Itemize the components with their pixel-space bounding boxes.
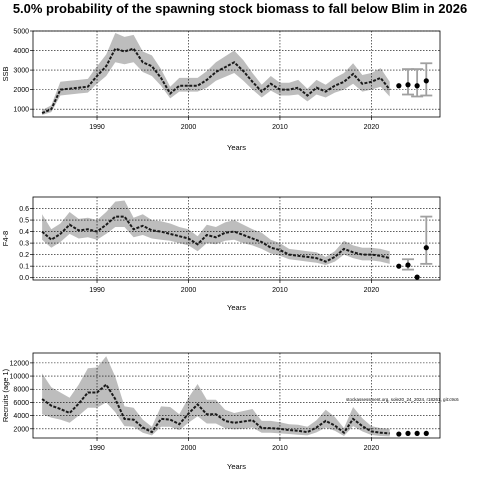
panel3-x-tick-label-2020: 2020 [364, 445, 380, 452]
panel3-plot-frame [32, 352, 441, 439]
panel2-plot-frame [32, 196, 441, 281]
panel1-forecast-point-2023 [396, 83, 402, 89]
panel3-confidence-band [42, 356, 390, 437]
panel3-y-axis-label: Recruits (age 1) [1, 368, 10, 422]
panel2-forecast-point-2025 [414, 274, 420, 280]
panel2-x-tick-label-2010: 2010 [272, 287, 288, 294]
panel2-y-tick-label-0.1: 0.1 [19, 264, 29, 271]
panel2-y-tick-label-0.2: 0.2 [19, 252, 29, 259]
panel1-forecast-point-2026 [423, 78, 429, 84]
panel1-y-tick-label-1000: 1000 [13, 107, 29, 114]
panel2-x-axis-label: Years [227, 303, 246, 312]
panel1-estimate-line [41, 47, 391, 115]
panel3-estimate-line [41, 383, 390, 435]
panel2-forecast-point-2026 [423, 245, 429, 251]
panel2-y-tick-label-0.3: 0.3 [19, 241, 29, 248]
panel1-plot-frame [32, 30, 441, 118]
panel1-y-tick-label-5000: 5000 [13, 29, 29, 36]
chart-title: 5.0% probability of the spawning stock b… [12, 1, 468, 16]
panel2-x-tick-label-2000: 2000 [181, 287, 197, 294]
panel2-y-axis-label: F4-8 [1, 231, 10, 246]
panel3-x-tick-label-2010: 2010 [272, 445, 288, 452]
panel3-y-tick-label-4000: 4000 [13, 413, 29, 420]
panel3-y-tick-label-10000: 10000 [10, 374, 30, 381]
panel2-x-tick-label-1990: 1990 [89, 287, 105, 294]
panel1-y-tick-label-3000: 3000 [13, 68, 29, 75]
panel1-forecast-point-2025 [414, 83, 420, 89]
panel1-x-tick-label-2020: 2020 [364, 124, 380, 131]
assessment-stamp: stockassessment.org, sole20_24_2024, r18… [346, 397, 459, 402]
panel1-x-tick-label-2000: 2000 [181, 124, 197, 131]
panel2-x-tick-label-2020: 2020 [364, 287, 380, 294]
panel1-y-tick-label-2000: 2000 [13, 87, 29, 94]
panel2-forecast-point-2024 [405, 262, 411, 268]
panel3-x-axis-label: Years [227, 462, 246, 471]
panel3-forecast-point-2025 [414, 430, 420, 436]
panel2-y-tick-label-0: 0.0 [19, 275, 29, 282]
panel3-forecast-point-2024 [405, 430, 411, 436]
panel2-confidence-band [42, 200, 390, 265]
panel2-y-tick-label-0.6: 0.6 [19, 206, 29, 213]
panel2-estimate-line [41, 215, 390, 263]
panel2-y-tick-label-0.5: 0.5 [19, 218, 29, 225]
panel1-x-tick-label-1990: 1990 [89, 124, 105, 131]
panel2-y-tick-label-0.4: 0.4 [19, 229, 29, 236]
panel3-y-tick-label-8000: 8000 [13, 387, 29, 394]
panel3-y-tick-label-6000: 6000 [13, 400, 29, 407]
panel1-y-tick-label-4000: 4000 [13, 48, 29, 55]
panel1-x-tick-label-2010: 2010 [272, 124, 288, 131]
panel3-y-tick-label-2000: 2000 [13, 426, 29, 433]
panel3-forecast-point-2023 [396, 431, 402, 437]
panel1-y-axis-label: SSB [1, 66, 10, 81]
panel3-y-tick-label-12000: 12000 [10, 360, 30, 367]
panel1-x-axis-label: Years [227, 143, 246, 152]
panel1-forecast-point-2024 [405, 82, 411, 88]
panel1-confidence-band [42, 33, 390, 115]
panel3-forecast-point-2026 [423, 430, 429, 436]
panel2-forecast-point-2023 [396, 263, 402, 269]
panel3-x-tick-label-2000: 2000 [181, 445, 197, 452]
panel3-x-tick-label-1990: 1990 [89, 445, 105, 452]
